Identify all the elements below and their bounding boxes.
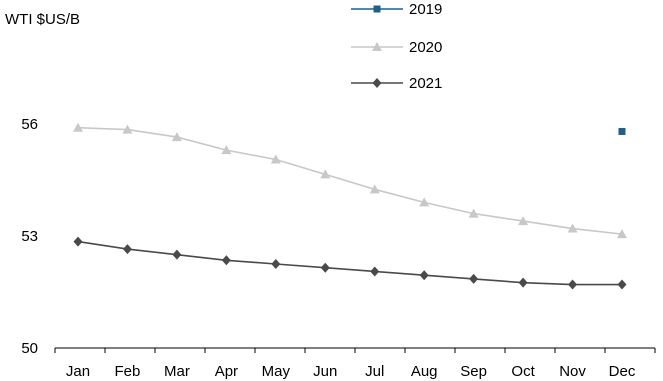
- data-point-2021-Jul: [370, 266, 380, 277]
- y-tick-label: 53: [21, 228, 38, 245]
- data-point-2021-Dec: [617, 279, 627, 290]
- y-axis: 50 53 56: [21, 116, 38, 357]
- y-axis-title: WTI $US/B: [5, 11, 80, 28]
- data-point-2020-Jul: [369, 184, 380, 194]
- data-point-2020-Aug: [419, 197, 430, 207]
- data-point-2020-Mar: [171, 132, 182, 142]
- data-point-2021-Feb: [122, 244, 132, 255]
- data-point-2021-Sep: [469, 273, 479, 284]
- data-point-2020-Sep: [468, 208, 479, 218]
- series-2021: [73, 236, 627, 290]
- data-point-2020-Jun: [320, 169, 331, 179]
- x-axis: Jan Feb Mar Apr May Jun Jul Aug Sep Oct Nov Dec: [54, 347, 656, 380]
- legend: 2019 2020 2021: [351, 1, 442, 92]
- series-line-2021: [77, 240, 622, 286]
- data-point-2021-Aug: [419, 270, 429, 281]
- x-tick-label: Feb: [115, 363, 141, 380]
- x-tick-label: Jul: [365, 363, 384, 380]
- data-point-2020-Apr: [221, 145, 232, 155]
- series-line-2020: [77, 126, 623, 235]
- data-point-2020-May: [270, 154, 281, 164]
- x-tick-label: May: [262, 363, 291, 380]
- data-point-2020-Jan: [73, 122, 83, 132]
- series-2020: [73, 122, 627, 239]
- y-tick-label: 56: [21, 116, 38, 133]
- legend-marker-2021: [372, 78, 382, 88]
- x-tick-label: Oct: [511, 363, 535, 380]
- x-tick-label: Dec: [609, 363, 636, 380]
- data-point-2021-Mar: [172, 249, 182, 260]
- data-point-2021-Oct: [518, 277, 528, 288]
- data-point-2021-May: [271, 259, 281, 270]
- legend-label-2021: 2021: [409, 75, 442, 92]
- legend-marker-2020: [372, 42, 382, 51]
- series-group: [73, 122, 627, 290]
- data-point-2020-Dec: [617, 229, 627, 239]
- x-tick-label: Mar: [164, 363, 190, 380]
- legend-label-2019: 2019: [409, 1, 442, 18]
- x-tick-label: Jan: [66, 363, 90, 380]
- data-point-2020-Feb: [122, 124, 133, 134]
- data-point-2021-Jun: [320, 262, 330, 273]
- data-point-2019-Dec: [618, 127, 626, 135]
- x-tick-label: Apr: [215, 363, 238, 380]
- data-point-2021-Jan: [73, 236, 83, 247]
- legend-marker-2019: [373, 5, 381, 13]
- data-point-2021-Apr: [221, 255, 231, 266]
- x-tick-label: Sep: [460, 363, 487, 380]
- legend-label-2020: 2020: [409, 39, 442, 56]
- x-tick-label: Aug: [411, 363, 438, 380]
- x-tick-label: Jun: [313, 363, 337, 380]
- x-tick-label: Nov: [559, 363, 586, 380]
- data-point-2021-Nov: [568, 279, 578, 290]
- y-tick-label: 50: [21, 340, 38, 357]
- data-point-2020-Oct: [518, 216, 529, 226]
- series-2019: [618, 127, 626, 135]
- data-point-2020-Nov: [567, 223, 578, 233]
